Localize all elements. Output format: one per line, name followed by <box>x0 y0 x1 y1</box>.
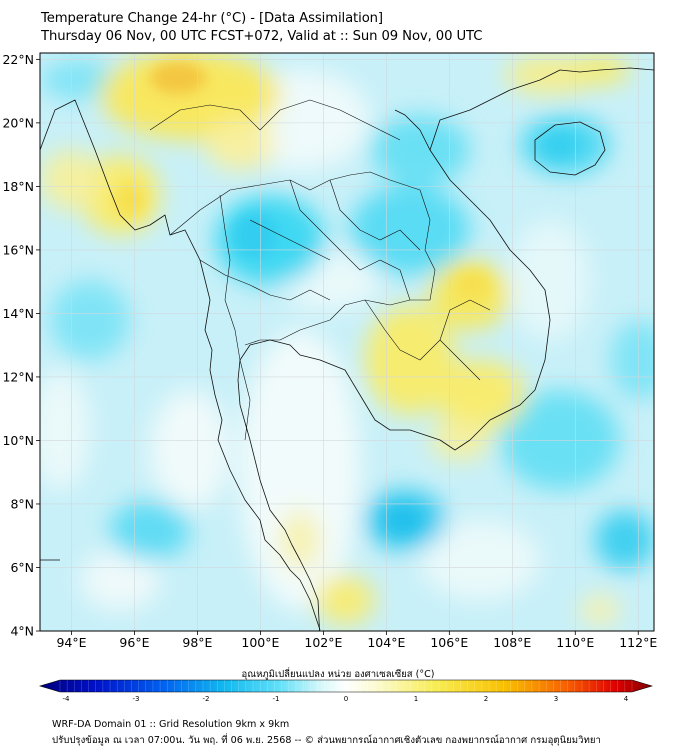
latitude-axis: 22°N 20°N 18°N 16°N 14°N 12°N 10°N 8°N 6°N 4°N <box>2 52 40 639</box>
lon-tick-label: 100°E <box>241 635 279 650</box>
colorbar-tick-label: -4 <box>63 695 71 703</box>
colorbar-tick-label: 0 <box>344 695 348 703</box>
lat-tick-label: 6°N <box>10 560 34 575</box>
colorbar-tick-label: -2 <box>203 695 210 703</box>
colorbar: -4 -3 -2 -1 0 1 2 3 4 <box>38 679 654 703</box>
lon-tick-label: 108°E <box>493 635 531 650</box>
lon-tick-label: 94°E <box>56 635 86 650</box>
lat-tick-label: 18°N <box>2 179 34 194</box>
map-subtitle: Thursday 06 Nov, 00 UTC FCST+072, Valid … <box>41 29 483 44</box>
lon-tick-label: 96°E <box>119 635 149 650</box>
lat-tick-label: 22°N <box>2 52 34 67</box>
lat-tick-label: 8°N <box>10 496 34 511</box>
lat-tick-label: 10°N <box>2 433 34 448</box>
colorbar-ticks: -4 -3 -2 -1 0 1 2 3 4 <box>63 695 629 703</box>
coastlines <box>40 67 654 631</box>
lat-tick-label: 12°N <box>2 369 34 384</box>
lon-tick-label: 104°E <box>367 635 405 650</box>
lat-tick-label: 4°N <box>10 624 34 639</box>
colorbar-tick-label: -3 <box>133 695 140 703</box>
colorbar-tick-label: 1 <box>414 695 418 703</box>
map-title: Temperature Change 24-hr (°C) - [Data As… <box>41 11 383 26</box>
colorbar-tick-label: 4 <box>624 695 629 703</box>
lon-tick-label: 106°E <box>430 635 468 650</box>
lon-tick-label: 110°E <box>556 635 594 650</box>
lon-tick-label: 112°E <box>619 635 657 650</box>
lat-tick-label: 14°N <box>2 306 34 321</box>
colorbar-tick-label: -1 <box>273 695 280 703</box>
lat-tick-label: 16°N <box>2 242 34 257</box>
colorbar-label: อุณหภูมิเปลี่ยนแปลง หน่วย องศาเซลเซียส (… <box>241 669 435 680</box>
footer-domain-info: WRF-DA Domain 01 :: Grid Resolution 9km … <box>52 719 290 730</box>
footer-credit: ปรับปรุงข้อมูล ณ เวลา 07:00น. วัน พฤ. ที… <box>52 735 601 746</box>
lon-tick-label: 98°E <box>182 635 212 650</box>
lat-tick-label: 20°N <box>2 115 34 130</box>
colorbar-tick-label: 3 <box>554 695 558 703</box>
colorbar-tick-label: 2 <box>484 695 488 703</box>
temperature-field <box>40 53 654 631</box>
lon-tick-label: 102°E <box>304 635 342 650</box>
longitude-axis: 94°E 96°E 98°E 100°E 102°E 104°E 106°E 108°E 110… <box>56 631 657 650</box>
